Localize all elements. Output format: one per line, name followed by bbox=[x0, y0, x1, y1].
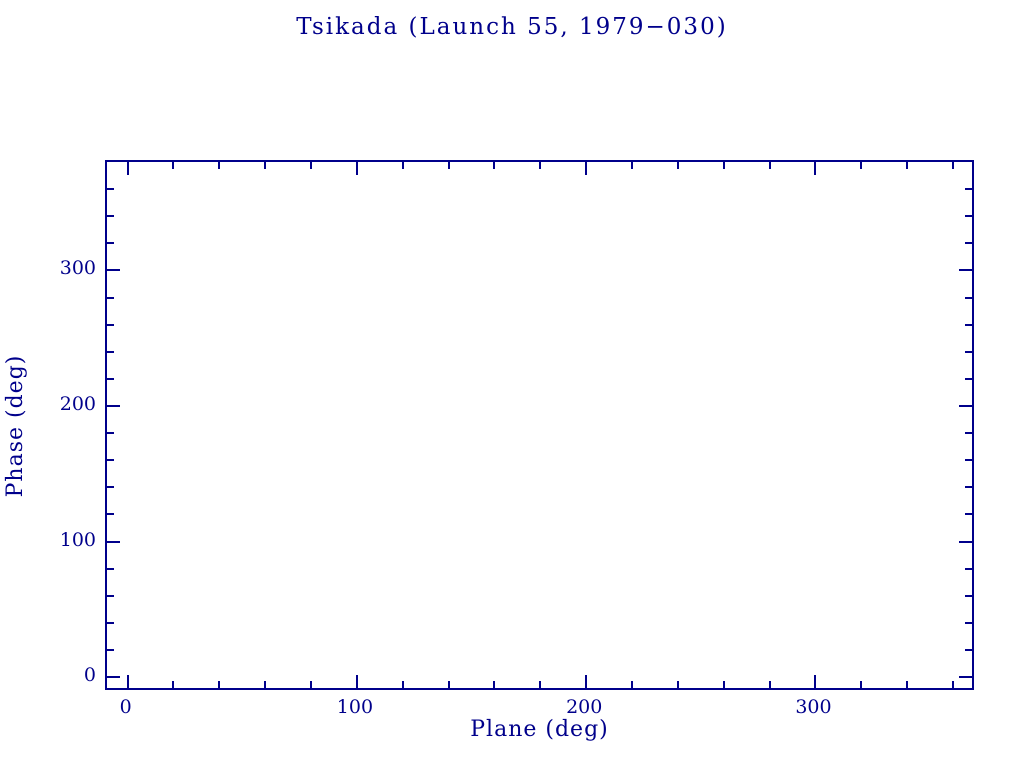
x-tick-label: 200 bbox=[566, 696, 603, 718]
x-major-tick bbox=[355, 162, 358, 175]
x-minor-tick bbox=[676, 681, 679, 688]
x-minor-tick bbox=[539, 681, 542, 688]
y-minor-tick bbox=[107, 567, 114, 570]
y-minor-tick bbox=[107, 513, 114, 516]
y-major-tick bbox=[959, 269, 972, 272]
y-minor-tick bbox=[965, 350, 972, 353]
y-major-tick bbox=[107, 404, 120, 407]
y-tick-label: 100 bbox=[59, 528, 96, 551]
y-tick-label: 200 bbox=[59, 392, 96, 415]
x-minor-tick bbox=[218, 162, 221, 169]
x-minor-tick bbox=[631, 681, 634, 688]
x-minor-tick bbox=[860, 162, 863, 169]
x-minor-tick bbox=[401, 162, 404, 169]
y-minor-tick bbox=[965, 377, 972, 380]
y-minor-tick bbox=[965, 513, 972, 516]
y-minor-tick bbox=[965, 215, 972, 218]
y-major-tick bbox=[959, 676, 972, 679]
y-minor-tick bbox=[965, 486, 972, 489]
y-minor-tick bbox=[107, 296, 114, 299]
y-minor-tick bbox=[965, 594, 972, 597]
y-minor-tick bbox=[107, 323, 114, 326]
y-minor-tick bbox=[107, 459, 114, 462]
y-minor-tick bbox=[107, 486, 114, 489]
y-minor-tick bbox=[965, 459, 972, 462]
y-major-tick bbox=[107, 269, 120, 272]
x-minor-tick bbox=[768, 681, 771, 688]
x-minor-tick bbox=[722, 162, 725, 169]
y-tick-label: 0 bbox=[83, 664, 96, 687]
x-major-tick bbox=[126, 162, 129, 175]
x-tick-label: 300 bbox=[795, 696, 832, 718]
y-minor-tick bbox=[107, 350, 114, 353]
x-minor-tick bbox=[676, 162, 679, 169]
y-major-tick bbox=[107, 540, 120, 543]
y-minor-tick bbox=[965, 296, 972, 299]
y-minor-tick bbox=[107, 377, 114, 380]
y-minor-tick bbox=[107, 621, 114, 624]
x-minor-tick bbox=[493, 162, 496, 169]
y-minor-tick bbox=[107, 432, 114, 435]
y-axis-title: Phase (deg) bbox=[3, 354, 28, 498]
x-minor-tick bbox=[264, 681, 267, 688]
x-minor-tick bbox=[860, 681, 863, 688]
x-major-tick bbox=[585, 162, 588, 175]
x-minor-tick bbox=[218, 681, 221, 688]
x-minor-tick bbox=[631, 162, 634, 169]
y-minor-tick bbox=[965, 242, 972, 245]
x-minor-tick bbox=[310, 681, 313, 688]
y-major-tick bbox=[107, 676, 120, 679]
x-minor-tick bbox=[768, 162, 771, 169]
y-major-tick bbox=[959, 404, 972, 407]
x-minor-tick bbox=[310, 162, 313, 169]
y-minor-tick bbox=[965, 621, 972, 624]
x-major-tick bbox=[814, 162, 817, 175]
x-minor-tick bbox=[906, 162, 909, 169]
y-minor-tick bbox=[107, 242, 114, 245]
y-minor-tick bbox=[965, 432, 972, 435]
y-tick-label: 300 bbox=[59, 257, 96, 280]
x-minor-tick bbox=[264, 162, 267, 169]
y-minor-tick bbox=[965, 323, 972, 326]
y-minor-tick bbox=[965, 648, 972, 651]
x-minor-tick bbox=[172, 681, 175, 688]
x-major-tick bbox=[814, 675, 817, 688]
chart-title: Tsikada (Launch 55, 1979−030) bbox=[296, 14, 728, 40]
x-major-tick bbox=[126, 675, 129, 688]
y-minor-tick bbox=[965, 188, 972, 191]
y-minor-tick bbox=[107, 648, 114, 651]
x-minor-tick bbox=[722, 681, 725, 688]
x-axis-title: Plane (deg) bbox=[470, 717, 609, 742]
x-minor-tick bbox=[952, 162, 955, 169]
x-minor-tick bbox=[493, 681, 496, 688]
x-major-tick bbox=[585, 675, 588, 688]
x-major-tick bbox=[355, 675, 358, 688]
y-major-tick bbox=[959, 540, 972, 543]
x-minor-tick bbox=[952, 681, 955, 688]
y-minor-tick bbox=[107, 215, 114, 218]
x-minor-tick bbox=[172, 162, 175, 169]
x-minor-tick bbox=[447, 681, 450, 688]
x-minor-tick bbox=[906, 681, 909, 688]
x-tick-label: 0 bbox=[119, 696, 132, 718]
y-minor-tick bbox=[107, 188, 114, 191]
plot-frame bbox=[105, 160, 974, 690]
y-minor-tick bbox=[107, 594, 114, 597]
x-minor-tick bbox=[401, 681, 404, 688]
x-minor-tick bbox=[447, 162, 450, 169]
y-minor-tick bbox=[965, 567, 972, 570]
x-tick-label: 100 bbox=[336, 696, 374, 718]
x-minor-tick bbox=[539, 162, 542, 169]
